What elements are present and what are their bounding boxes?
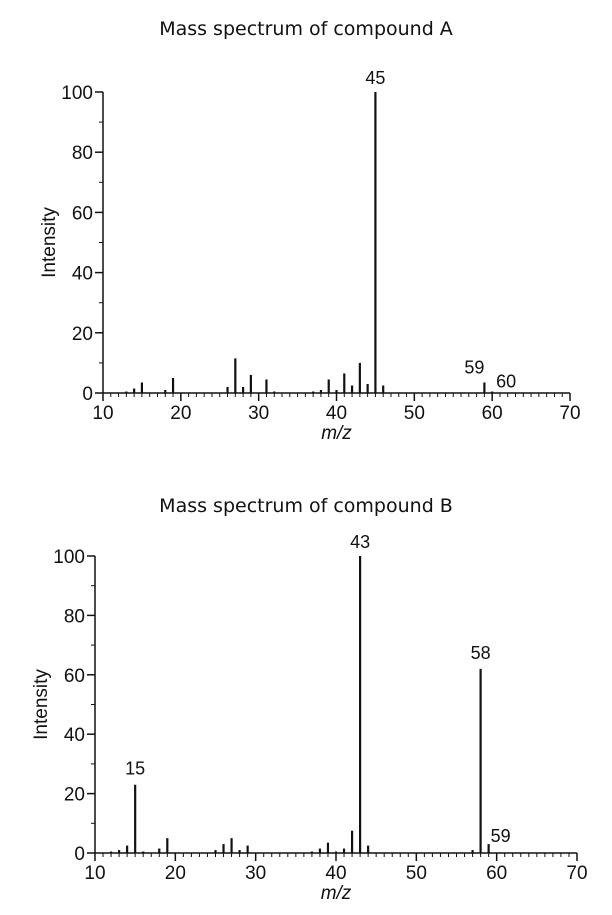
x-tick-label: 40 <box>326 403 347 424</box>
y-tick-label: 60 <box>64 666 85 687</box>
y-tick-label: 40 <box>72 264 93 285</box>
y-tick-label: 100 <box>53 547 85 568</box>
x-tick-label: 20 <box>165 863 186 884</box>
x-tick-label: 70 <box>559 403 580 424</box>
x-tick-label: 30 <box>248 403 269 424</box>
y-tick-label: 40 <box>64 725 85 746</box>
mass-spectrum-chart-a: 10 20 30 40 50 60 70 0 20 40 60 80 100 m/z Intensity 45… <box>39 68 581 444</box>
x-axis-label: m/z <box>321 423 352 444</box>
x-tick-label: 50 <box>406 863 427 884</box>
x-tick-label: 10 <box>92 403 113 424</box>
x-tick-label: 10 <box>84 863 105 884</box>
y-tick-label: 80 <box>72 143 93 164</box>
y-tick-label: 20 <box>64 785 85 806</box>
x-tick-label: 50 <box>404 403 425 424</box>
peak-label: 59 <box>464 357 484 377</box>
y-axis-label: Intensity <box>31 669 52 740</box>
y-tick-label: 20 <box>72 324 93 345</box>
x-tick-label: 60 <box>482 403 503 424</box>
x-tick-label: 40 <box>325 863 346 884</box>
peak-label: 45 <box>365 68 385 88</box>
x-tick-label: 30 <box>245 863 266 884</box>
y-tick-label: 60 <box>72 203 93 224</box>
chart-title: Mass spectrum of compound B <box>159 495 453 517</box>
peak-label: 58 <box>471 643 491 663</box>
peak-label: 15 <box>125 759 145 779</box>
y-tick-label: 0 <box>74 844 85 865</box>
peak-label: 60 <box>496 371 516 391</box>
y-tick-label: 0 <box>82 384 93 405</box>
y-axis-label: Intensity <box>39 207 60 278</box>
y-tick-label: 80 <box>64 606 85 627</box>
mass-spectrum-chart-b: 10 20 30 40 50 60 70 0 20 40 60 80 100 m/z Intensity 15… <box>31 532 588 904</box>
x-tick-label: 20 <box>170 403 191 424</box>
peak-label: 59 <box>491 826 511 846</box>
y-tick-label: 100 <box>61 83 93 104</box>
chart-title: Mass spectrum of compound A <box>159 18 453 40</box>
peak-label: 43 <box>350 532 370 552</box>
x-tick-label: 70 <box>566 863 587 884</box>
x-axis-label: m/z <box>321 883 352 904</box>
x-tick-label: 60 <box>486 863 507 884</box>
